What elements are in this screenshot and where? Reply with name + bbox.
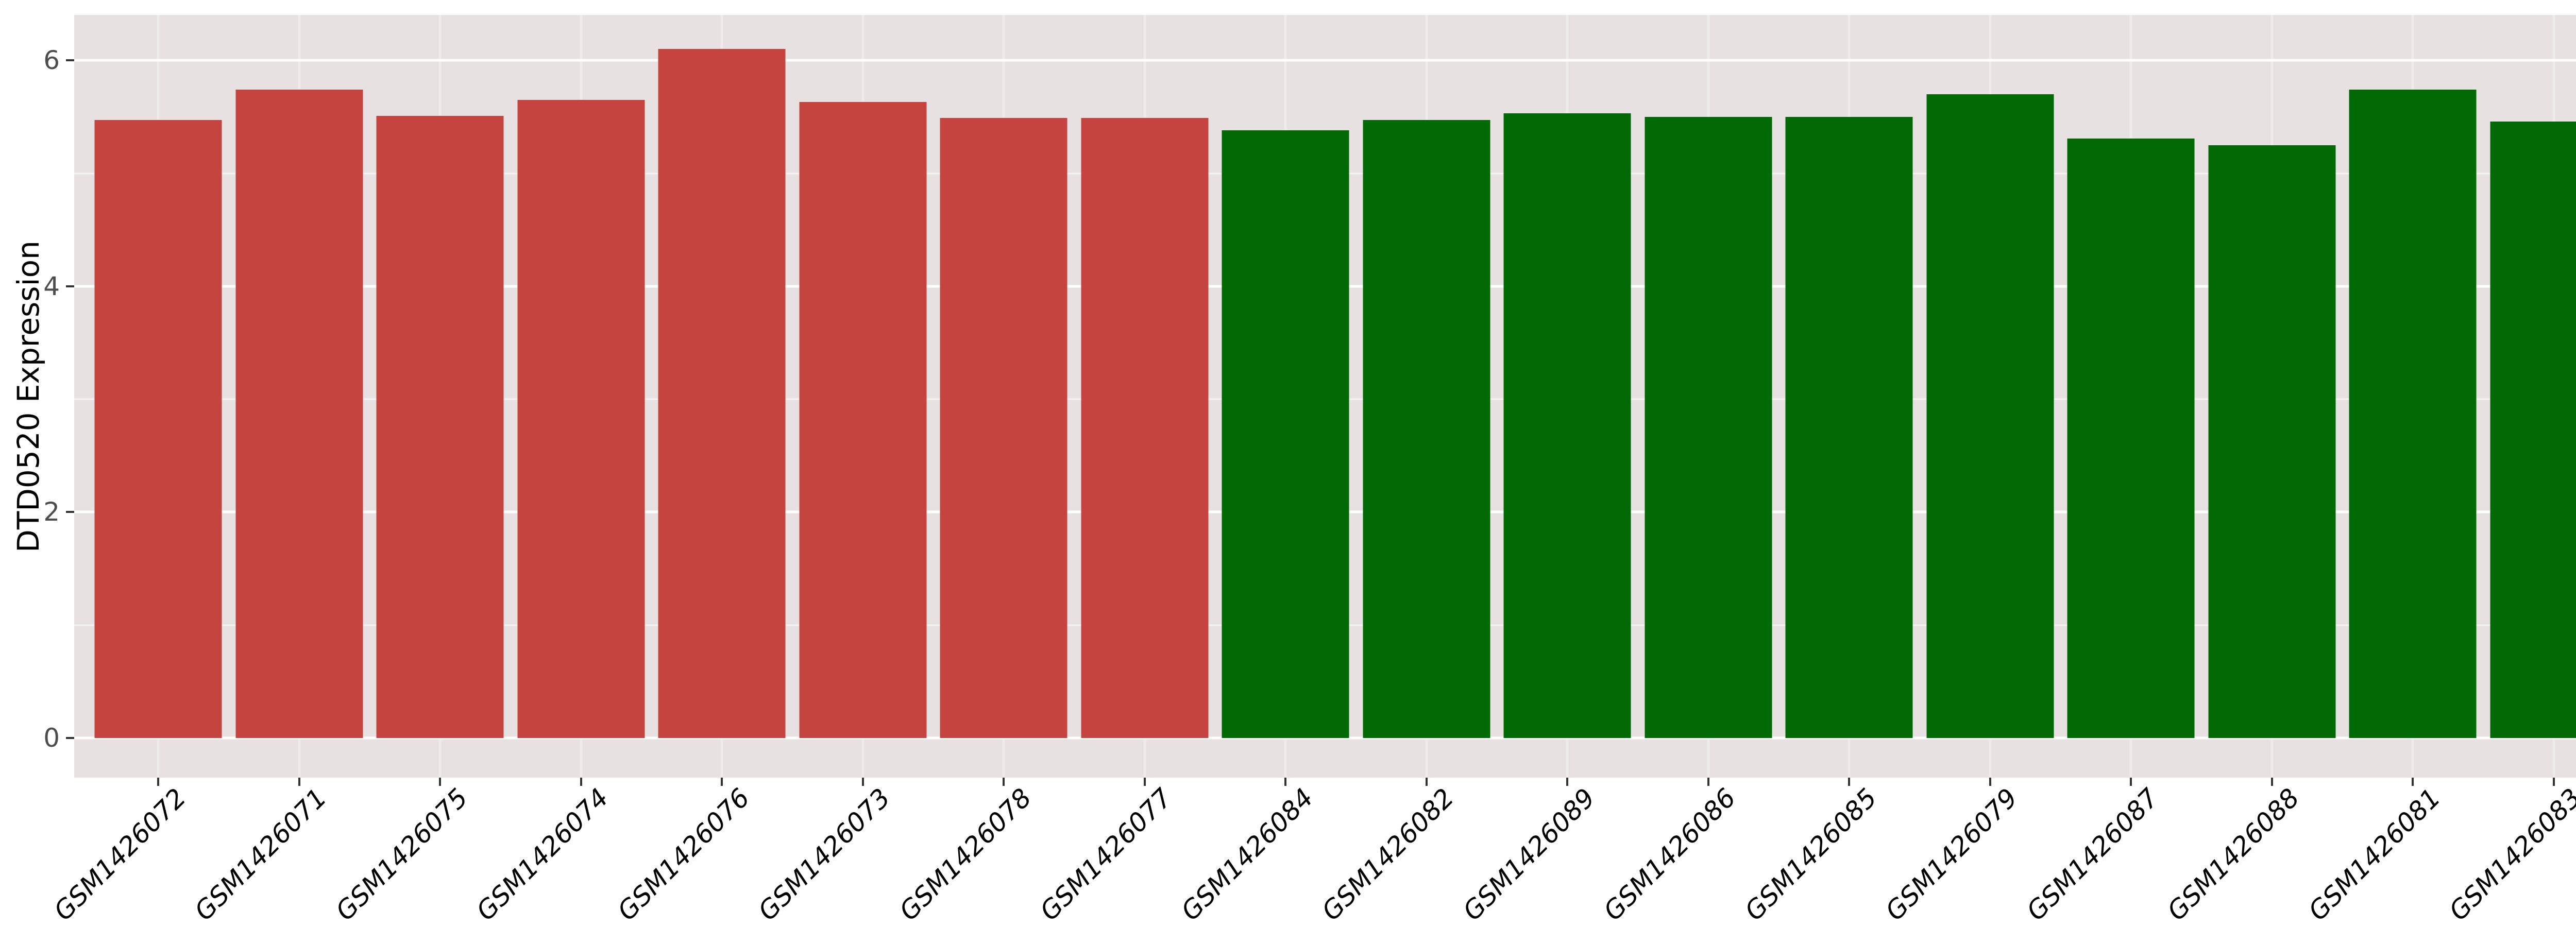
x-tick-label: GSM1426086 <box>1598 782 1742 926</box>
x-tick-mark <box>298 778 300 786</box>
x-tick-label: GSM1426075 <box>330 782 473 926</box>
x-tick-label: GSM1426083 <box>2443 782 2576 926</box>
bar <box>2349 90 2477 738</box>
x-tick-label: GSM1426073 <box>752 782 896 926</box>
bar <box>799 102 926 738</box>
y-tick-mark <box>66 511 74 513</box>
x-tick-mark <box>580 778 582 786</box>
bar <box>1645 116 1772 738</box>
gridline-y-major <box>74 59 2576 62</box>
x-tick-mark <box>1989 778 1991 786</box>
x-tick-mark <box>157 778 159 786</box>
x-tick-mark <box>1566 778 1568 786</box>
bar <box>1222 130 1349 738</box>
bar <box>2490 121 2576 738</box>
y-tick-mark <box>66 285 74 287</box>
x-tick-mark <box>721 778 723 786</box>
y-tick-mark <box>66 737 74 739</box>
y-tick-label: 4 <box>43 271 60 301</box>
bar <box>940 118 1067 738</box>
bar <box>1926 94 2054 738</box>
y-tick-label: 6 <box>43 45 60 76</box>
x-tick-mark <box>1425 778 1428 786</box>
bar <box>1081 118 1208 738</box>
x-tick-label: GSM1426085 <box>1739 782 1883 926</box>
bar <box>1785 116 1913 738</box>
bar <box>1363 120 1490 738</box>
bar <box>235 90 363 738</box>
x-tick-mark <box>1143 778 1146 786</box>
x-tick-label: GSM1426079 <box>1879 782 2024 926</box>
x-tick-label: GSM1426071 <box>189 782 333 926</box>
x-tick-label: GSM1426081 <box>2302 782 2446 926</box>
x-tick-mark <box>2552 778 2555 786</box>
y-tick-mark <box>66 59 74 62</box>
plot-panel <box>74 15 2576 778</box>
x-tick-mark <box>2130 778 2132 786</box>
gridline-y-major <box>74 736 2576 740</box>
bar <box>2067 138 2195 738</box>
y-tick-label: 2 <box>43 497 60 527</box>
x-tick-mark <box>439 778 441 786</box>
x-tick-label: GSM1426088 <box>2161 782 2306 926</box>
x-tick-label: GSM1426084 <box>1175 782 1319 926</box>
x-tick-mark <box>1848 778 1850 786</box>
x-tick-label: GSM1426074 <box>470 782 615 926</box>
x-tick-label: GSM1426077 <box>1034 782 1178 926</box>
x-tick-mark <box>2270 778 2273 786</box>
x-tick-mark <box>1284 778 1286 786</box>
bar <box>94 120 222 738</box>
bar <box>1503 113 1631 738</box>
bar <box>376 115 504 738</box>
x-tick-mark <box>2412 778 2414 786</box>
y-tick-label: 0 <box>43 723 60 753</box>
x-tick-label: GSM1426072 <box>48 782 192 926</box>
x-tick-label: GSM1426082 <box>1316 782 1460 926</box>
x-tick-label: GSM1426087 <box>2021 782 2164 926</box>
bar <box>2208 145 2335 738</box>
x-tick-label: GSM1426076 <box>612 782 755 926</box>
bar <box>658 49 786 738</box>
x-tick-mark <box>1003 778 1005 786</box>
x-tick-label: GSM1426089 <box>1457 782 1601 926</box>
bar <box>517 99 645 738</box>
x-tick-mark <box>1707 778 1709 786</box>
x-tick-label: GSM1426078 <box>893 782 1037 926</box>
x-tick-mark <box>861 778 864 786</box>
